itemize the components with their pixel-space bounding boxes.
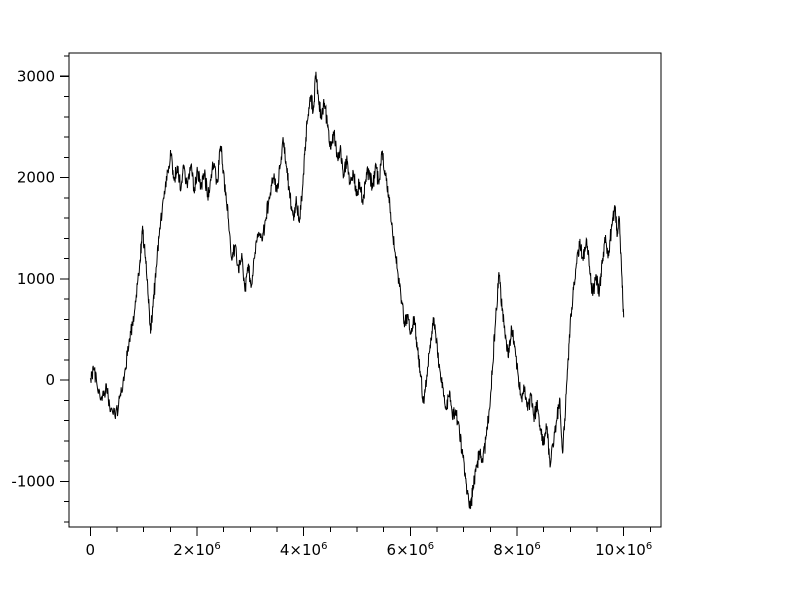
y-tick-label: -1000 — [11, 472, 55, 490]
y-tick-label: 0 — [45, 371, 55, 389]
y-tick-label: 1000 — [17, 270, 55, 288]
x-tick-label: 10×106 — [595, 541, 652, 559]
y-tick-label: 2000 — [17, 169, 55, 187]
plot-frame — [68, 52, 662, 528]
x-tick-label: 2×106 — [173, 541, 221, 559]
series-line-random-walk — [89, 71, 625, 510]
x-tick-label: 0 — [86, 541, 96, 559]
y-axis-tick-labels: -1000 0 1000 2000 3000 — [11, 67, 55, 490]
x-axis-ticks — [89, 527, 651, 536]
x-tick-label: 8×106 — [493, 541, 541, 559]
x-axis-tick-labels: 0 2×106 4×106 6×106 8×106 10×106 — [86, 541, 653, 559]
x-tick-label: 4×106 — [280, 541, 328, 559]
data-series-random-walk — [89, 71, 625, 510]
y-axis-ticks — [60, 55, 69, 523]
x-tick-label: 6×106 — [387, 541, 435, 559]
y-tick-label: 3000 — [17, 67, 55, 85]
plot-frame-rect — [68, 52, 662, 528]
